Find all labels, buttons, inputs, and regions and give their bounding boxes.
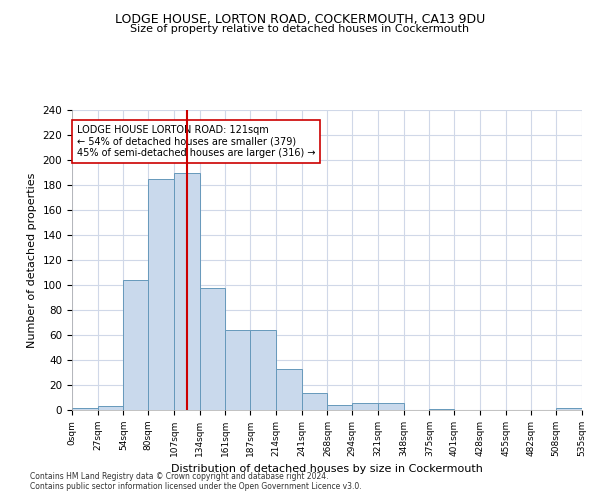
Text: LODGE HOUSE LORTON ROAD: 121sqm
← 54% of detached houses are smaller (379)
45% o: LODGE HOUSE LORTON ROAD: 121sqm ← 54% of… xyxy=(77,125,315,158)
Bar xyxy=(200,288,226,410)
Bar xyxy=(378,402,404,410)
Bar xyxy=(556,408,582,410)
Bar xyxy=(276,369,302,410)
Bar xyxy=(250,330,276,410)
Text: Contains HM Land Registry data © Crown copyright and database right 2024.: Contains HM Land Registry data © Crown c… xyxy=(30,472,329,481)
Bar xyxy=(124,280,148,410)
Bar xyxy=(98,406,124,410)
Bar xyxy=(302,392,328,410)
Bar xyxy=(148,179,174,410)
Text: Contains public sector information licensed under the Open Government Licence v3: Contains public sector information licen… xyxy=(30,482,362,491)
Bar xyxy=(328,405,352,410)
Bar xyxy=(174,172,200,410)
Y-axis label: Number of detached properties: Number of detached properties xyxy=(27,172,37,348)
Text: Size of property relative to detached houses in Cockermouth: Size of property relative to detached ho… xyxy=(130,24,470,34)
Text: LODGE HOUSE, LORTON ROAD, COCKERMOUTH, CA13 9DU: LODGE HOUSE, LORTON ROAD, COCKERMOUTH, C… xyxy=(115,12,485,26)
Bar xyxy=(430,409,454,410)
Bar xyxy=(72,408,98,410)
Bar xyxy=(352,402,378,410)
Bar xyxy=(226,330,250,410)
X-axis label: Distribution of detached houses by size in Cockermouth: Distribution of detached houses by size … xyxy=(171,464,483,474)
